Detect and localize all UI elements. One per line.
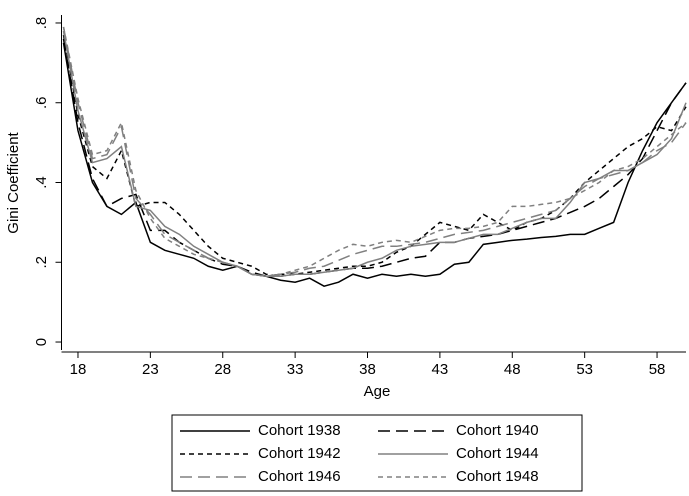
y-tick-label: .4	[33, 176, 50, 189]
x-tick-label: 58	[649, 361, 666, 378]
y-tick-label: .2	[33, 256, 50, 269]
x-tick-label: 38	[359, 361, 376, 378]
x-axis-title: Age	[364, 383, 391, 400]
y-tick-label: .6	[33, 96, 50, 109]
x-tick-label: 48	[504, 361, 521, 378]
line-series	[62, 38, 687, 277]
y-tick-label: 0	[33, 338, 50, 346]
y-tick-label: .8	[33, 17, 50, 30]
x-tick-label: 53	[576, 361, 593, 378]
legend-label: Cohort 1942	[258, 445, 341, 462]
y-axis-title: Gini Coefficient	[5, 131, 22, 233]
line-series	[62, 34, 687, 277]
line-series	[62, 30, 687, 277]
legend-label: Cohort 1948	[456, 468, 539, 485]
legend-label: Cohort 1940	[456, 422, 539, 439]
x-tick-label: 43	[432, 361, 449, 378]
x-tick-label: 28	[214, 361, 231, 378]
legend-box	[171, 414, 583, 492]
legend-label: Cohort 1938	[258, 422, 341, 439]
legend-label: Cohort 1946	[258, 468, 341, 485]
x-tick-label: 18	[70, 361, 87, 378]
line-series	[62, 26, 687, 277]
legend-label: Cohort 1944	[456, 445, 539, 462]
line-series	[62, 42, 687, 287]
line-series	[62, 26, 687, 277]
x-tick-label: 23	[142, 361, 159, 378]
x-tick-label: 33	[287, 361, 304, 378]
